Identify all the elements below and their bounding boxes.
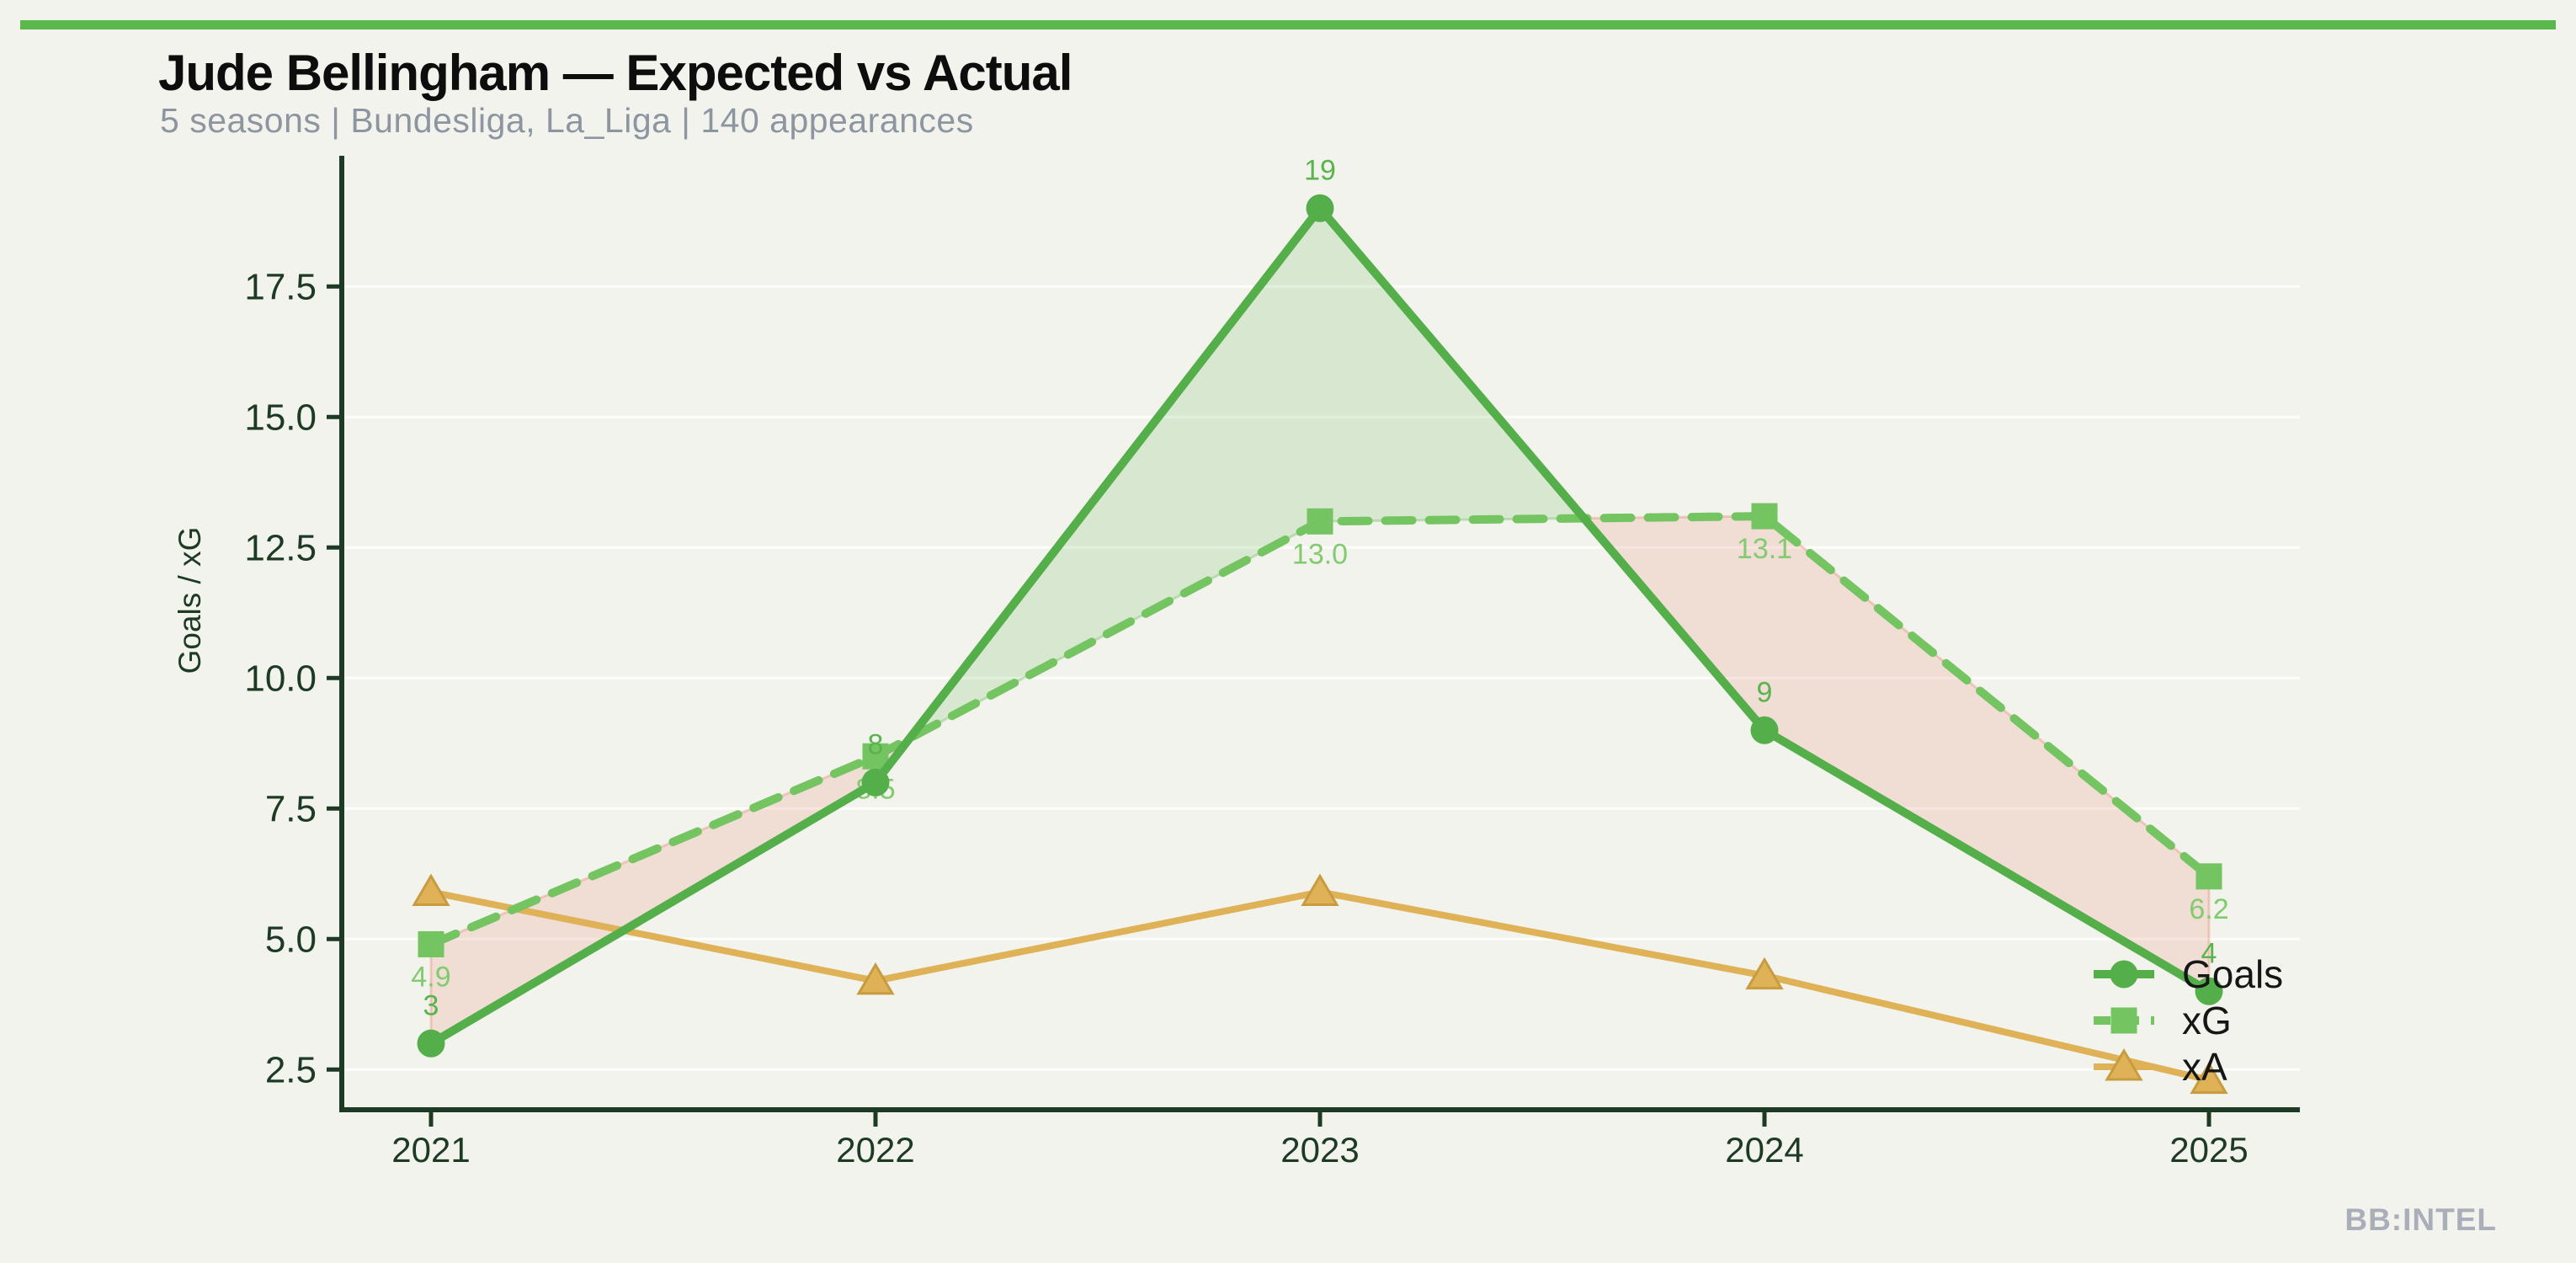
xa-point-marker — [856, 962, 895, 995]
x-tick-label: 2021 — [391, 1130, 470, 1170]
axes: 2.5 5.0 7.5 10.0 12.5 15.0 17.5 2021 2022 2023 202… — [244, 156, 2300, 1170]
xa-point-marker — [1745, 957, 1784, 990]
xa-point-marker — [2105, 1048, 2143, 1081]
goals-point-marker — [861, 768, 890, 797]
y-tick-label: 10.0 — [244, 658, 317, 699]
data-label: 6.2 — [2189, 893, 2228, 925]
legend-label: xA — [2182, 1045, 2227, 1089]
data-label: 19 — [1304, 154, 1336, 186]
data-label: 3 — [423, 989, 439, 1021]
page-subtitle: 5 seasons | Bundesliga, La_Liga | 140 ap… — [160, 101, 974, 140]
legend-label: Goals — [2182, 952, 2283, 996]
xg-point-marker — [418, 930, 444, 957]
x-tick-label: 2025 — [2169, 1130, 2248, 1170]
goals-point-marker — [2195, 977, 2223, 1005]
xg-point-marker — [1751, 503, 1778, 530]
legend-label: xG — [2182, 999, 2232, 1042]
xg-point-marker — [2195, 863, 2222, 890]
series-goals: 3 8 19 9 4 — [417, 154, 2223, 1058]
data-label: 4.9 — [411, 961, 450, 993]
goals-point-marker — [2110, 960, 2138, 989]
accent-bar — [20, 20, 2556, 29]
fill-between-goals-xg — [429, 205, 2211, 1046]
grid — [342, 285, 2300, 1071]
legend-item-xa: xA — [2094, 1045, 2227, 1089]
x-tick-label: 2024 — [1725, 1130, 1803, 1170]
fill-xg-above-goals — [1581, 514, 2211, 994]
xa-point-marker — [2190, 1061, 2228, 1095]
y-axis-title: Goals / xG — [173, 527, 207, 674]
data-label: 9 — [1757, 676, 1773, 708]
xa-line — [428, 888, 2212, 1084]
data-label: 4 — [2201, 937, 2217, 969]
series-xa — [412, 873, 2228, 1095]
svg-text:Goals / xG: Goals / xG — [173, 527, 207, 674]
legend-item-xg: xG — [2094, 999, 2232, 1042]
series-xg: 4.98.513.013.16.2 — [411, 503, 2229, 993]
x-tick-label: 2023 — [1280, 1130, 1359, 1170]
goals-point-marker — [417, 1029, 445, 1058]
legend-item-goals: Goals — [2094, 952, 2283, 996]
data-label: 13.0 — [1292, 538, 1348, 570]
y-tick-label: 2.5 — [265, 1049, 317, 1090]
xg-point-marker — [1307, 508, 1333, 535]
x-tick-label: 2022 — [836, 1130, 914, 1170]
goals-point-marker — [1306, 194, 1334, 222]
xa-point-marker — [412, 873, 450, 906]
y-tick-label: 7.5 — [265, 788, 317, 829]
page-title: Jude Bellingham — Expected vs Actual — [158, 45, 1072, 101]
data-label: 13.1 — [1737, 533, 1792, 565]
y-tick-label: 12.5 — [244, 527, 317, 568]
data-label: 8 — [868, 728, 884, 760]
y-tick-label: 15.0 — [244, 397, 317, 438]
goals-point-marker — [1750, 716, 1779, 744]
watermark: BB:INTEL — [2344, 1202, 2497, 1237]
xg-point-marker — [2110, 1007, 2137, 1034]
y-tick-label: 17.5 — [244, 266, 317, 307]
xa-point-marker — [1301, 873, 1339, 906]
y-tick-label: 5.0 — [265, 919, 317, 960]
